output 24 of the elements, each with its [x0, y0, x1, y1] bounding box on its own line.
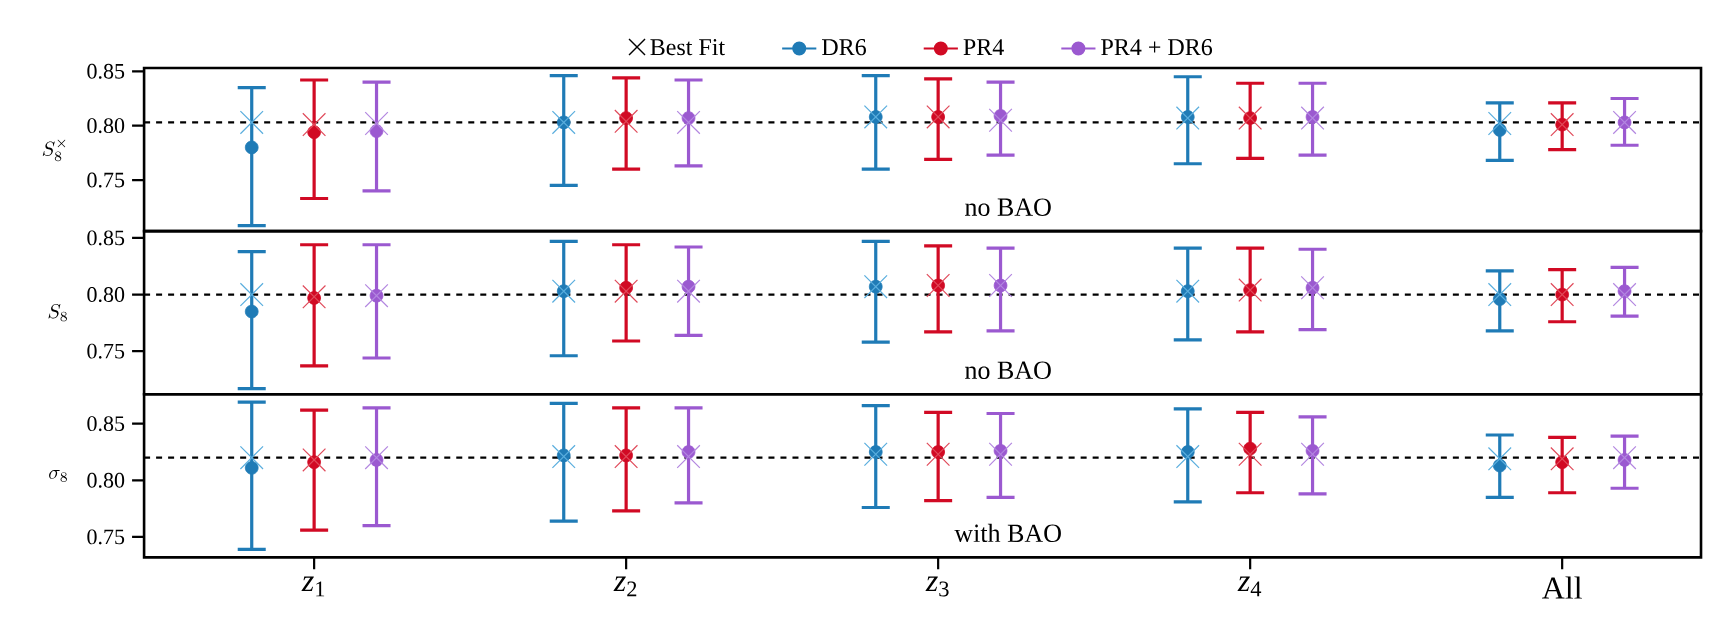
y-tick-label: 0.80 — [87, 286, 125, 302]
x-tick-label: All — [1542, 576, 1582, 599]
x-tick-label: z$_{4}$ — [1237, 576, 1262, 597]
legend-label: PR4 — [963, 38, 1004, 55]
legend-label: PR4 + DR6 — [1101, 38, 1213, 56]
y-tick-label: 0.80 — [87, 118, 125, 133]
y-tick-label: 0.75 — [87, 343, 125, 359]
annotation: no BAO — [965, 198, 1051, 216]
annotation: with BAO — [954, 523, 1061, 542]
x-tick-label: z$_{1}$ — [301, 576, 325, 597]
y-tick-label: 0.85 — [87, 63, 125, 79]
y-tick-label: 0.75 — [87, 172, 125, 188]
y-tick-label: 0.85 — [87, 230, 125, 246]
legend-label: DR6 — [822, 38, 866, 56]
y-axis-title: $S_8$ — [48, 303, 67, 322]
y-axis-title: $\sigma_8$ — [49, 469, 67, 482]
x-tick-label: z$_{2}$ — [613, 576, 637, 597]
y-tick-label: 0.85 — [87, 416, 125, 431]
x-tick-label: z$_{3}$ — [925, 576, 949, 597]
text: Best Fit — [650, 38, 725, 56]
y-tick-label: 0.75 — [87, 529, 125, 545]
annotation: no BAO — [965, 361, 1051, 379]
y-axis-title: $S_8^{\times}$ — [42, 139, 66, 161]
y-tick-label: 0.80 — [87, 472, 125, 488]
